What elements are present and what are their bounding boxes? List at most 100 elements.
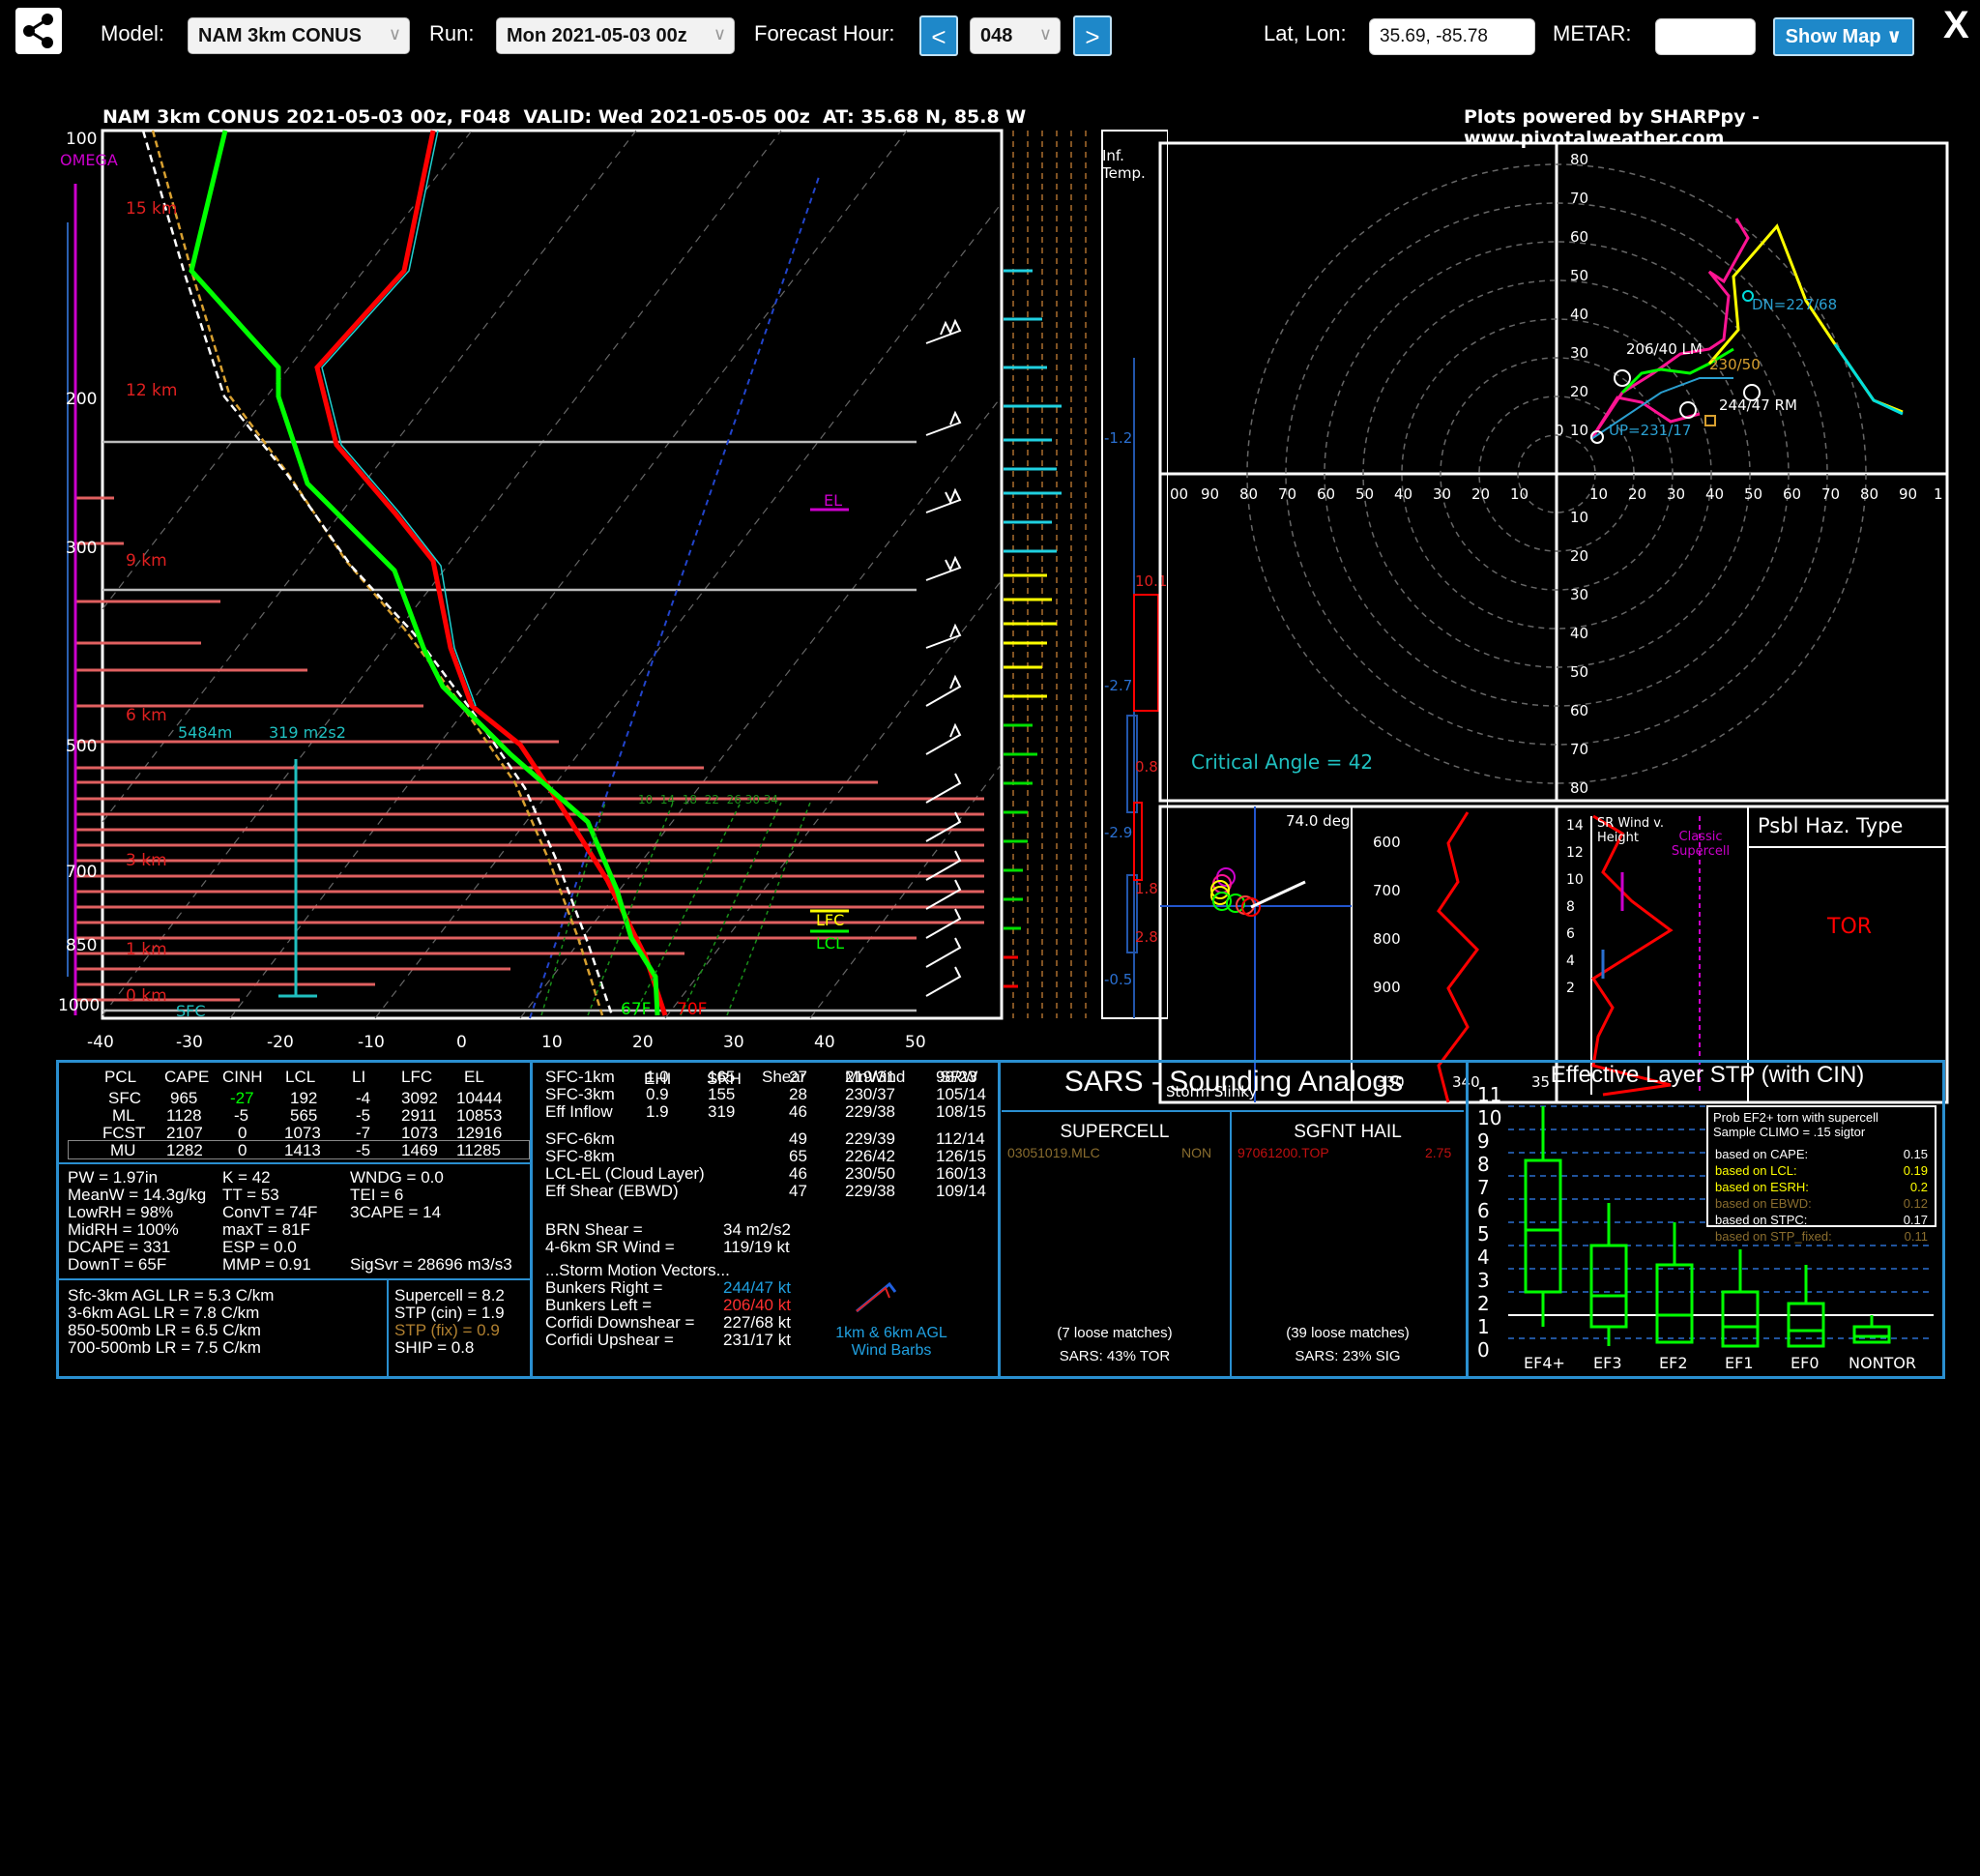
- kin-cell: 65: [789, 1147, 807, 1165]
- agl-wind-barb-icon: [856, 1281, 897, 1313]
- parcel-cell: SFC: [108, 1089, 141, 1107]
- hodo-x-label: 80: [1239, 485, 1259, 503]
- stp-category: EF3: [1593, 1354, 1622, 1372]
- index-value: TEI = 6: [350, 1186, 404, 1204]
- sars-hail-match[interactable]: 97061200.TOP: [1238, 1145, 1329, 1160]
- stp-boxplot: [1508, 1105, 1936, 1348]
- kin-row-label: SFC-6km: [545, 1129, 615, 1148]
- model-select[interactable]: NAM 3km CONUS ∨: [188, 17, 410, 54]
- pressure-label-1000: 1000: [58, 996, 101, 1015]
- kin-cell: 112/14: [936, 1129, 985, 1148]
- parcel-cell: 12916: [456, 1124, 503, 1142]
- sars-hail-loose: (39 loose matches): [1286, 1325, 1410, 1341]
- parcel-cell: -7: [356, 1124, 371, 1142]
- index-value: 3CAPE = 14: [350, 1203, 442, 1221]
- srw-title: SR Wind v. Height: [1597, 816, 1665, 845]
- theta-pressure-label: 900: [1373, 979, 1401, 996]
- stp-y-tick: 4: [1477, 1246, 1490, 1269]
- temperature-axis: -40 -30 -20 -10 0 10 20 30 40 50: [87, 1033, 957, 1056]
- hodo-ring-y-label: 80: [1570, 151, 1589, 168]
- next-hour-button[interactable]: >: [1073, 15, 1112, 56]
- kin-cell: 27: [789, 1068, 807, 1086]
- sounding-display: NAM 3km CONUS 2021-05-03 00z, F048 VALID…: [8, 77, 1966, 1392]
- selected-parcel-row[interactable]: [68, 1140, 530, 1159]
- pressure-label-500: 500: [66, 737, 98, 756]
- brn-shear-value: 34 m2/s2: [723, 1220, 791, 1239]
- parcel-cell: 10853: [456, 1106, 503, 1125]
- kin-cell: 47: [789, 1182, 807, 1200]
- index-value: LowRH = 98%: [68, 1203, 174, 1221]
- lapse-rate: 3-6km AGL LR = 7.8 C/km: [68, 1304, 260, 1322]
- share-button[interactable]: [15, 8, 62, 54]
- stp-legend-subtitle: Sample CLIMO = .15 sigtor: [1713, 1125, 1866, 1139]
- index-value: DCAPE = 331: [68, 1238, 171, 1256]
- metar-input[interactable]: [1655, 18, 1756, 55]
- index-value: ConvT = 74F: [222, 1203, 318, 1221]
- latlon-input[interactable]: [1369, 18, 1535, 55]
- run-select[interactable]: Mon 2021-05-03 00z ∨: [496, 17, 735, 54]
- composite-value: STP (fix) = 0.9: [394, 1321, 500, 1339]
- sars-supercell-match[interactable]: 03051019.MLC: [1007, 1145, 1100, 1160]
- hazard-type: TOR: [1827, 915, 1873, 939]
- hazard-title: Psbl Haz. Type: [1758, 814, 1904, 837]
- stp-y-tick: 8: [1477, 1153, 1490, 1176]
- latlon-label: Lat, Lon:: [1264, 21, 1347, 45]
- temp-tick: -40: [87, 1033, 114, 1052]
- hodo-x-label: 40: [1705, 485, 1725, 503]
- parcel-cell: 192: [290, 1089, 318, 1107]
- theta-x-label: 35: [1531, 1073, 1551, 1091]
- forecast-hour-select[interactable]: 048 ∨: [970, 17, 1061, 54]
- parcel-cell: 0: [238, 1124, 248, 1142]
- inf-value-1: -1.2: [1104, 429, 1133, 447]
- sars-supercell-title: SUPERCELL: [1060, 1122, 1170, 1142]
- temp-tick: 10: [541, 1033, 563, 1052]
- close-button[interactable]: X: [1943, 4, 1969, 46]
- srw-tick: 4: [1566, 953, 1575, 969]
- inf-value-7: 2.8: [1135, 928, 1158, 946]
- index-value: K = 42: [222, 1168, 271, 1187]
- share-icon: [23, 14, 53, 48]
- stp-legend-value: 0.17: [1903, 1213, 1928, 1227]
- parcel-cell: 565: [290, 1106, 318, 1125]
- hodo-x-label: 80: [1860, 485, 1879, 503]
- srw-tick: 2: [1566, 981, 1575, 996]
- stp-legend-value: 0.19: [1903, 1163, 1928, 1178]
- stp-y-tick: 10: [1477, 1106, 1502, 1129]
- pressure-label-850: 850: [66, 936, 98, 955]
- kin-cell: 226/42: [845, 1147, 895, 1165]
- inf-temp-label: Inf. Temp.: [1102, 147, 1146, 182]
- height-label-12km: 12 km: [126, 381, 178, 400]
- srw-tick: 6: [1566, 926, 1575, 942]
- dn-label: DN=227/68: [1752, 296, 1838, 313]
- parcel-cell: MU: [110, 1141, 136, 1159]
- kin-cell: 28: [789, 1085, 807, 1103]
- parcel-table: PCL CAPE CINH LCL LI LFC EL SFC 965 -27 …: [68, 1064, 530, 1876]
- hodo-x-label: 40: [1394, 485, 1413, 503]
- virtual-parcel-trace: [141, 130, 614, 1016]
- theta-pressure-label: 800: [1373, 930, 1401, 948]
- srw46-value: 119/19 kt: [723, 1238, 790, 1256]
- hodo-origin-label: 0: [1555, 422, 1564, 439]
- previous-hour-button[interactable]: <: [919, 15, 958, 56]
- bunkers-right-value: 244/47 kt: [723, 1278, 791, 1297]
- hodo-ring-y-label: 70: [1570, 741, 1589, 758]
- eff-srh: 319 m2s2: [269, 723, 346, 742]
- hodo-x-label: 00: [1170, 485, 1189, 503]
- index-value: WNDG = 0.0: [350, 1168, 444, 1187]
- index-value: MidRH = 100%: [68, 1220, 179, 1239]
- parcel-cell: -5: [356, 1106, 371, 1125]
- composite-value: STP (cin) = 1.9: [394, 1304, 505, 1322]
- stp-legend-value: 0.12: [1903, 1196, 1928, 1211]
- stp-legend-title: Prob EF2+ torn with supercell: [1713, 1110, 1878, 1125]
- stp-legend-label: based on CAPE:: [1715, 1147, 1809, 1161]
- hodo-x-axis-labels: 00 90 80 70 60 50 40 30 20 10 10 20 30 4…: [1160, 485, 1949, 505]
- index-value: MeanW = 14.3g/kg: [68, 1186, 207, 1204]
- hodo-ring-y-label: 70: [1570, 190, 1589, 207]
- isotherms: [102, 130, 1003, 1019]
- kin-cell: 105/14: [936, 1085, 986, 1103]
- wind-barb-caption: 1km & 6km AGL Wind Barbs: [835, 1325, 947, 1359]
- index-value: SigSvr = 28696 m3/s3: [350, 1255, 512, 1274]
- show-map-button[interactable]: Show Map ∨: [1773, 17, 1914, 56]
- stp-legend-label: based on LCL:: [1715, 1163, 1797, 1178]
- critical-angle: Critical Angle = 42: [1191, 750, 1374, 774]
